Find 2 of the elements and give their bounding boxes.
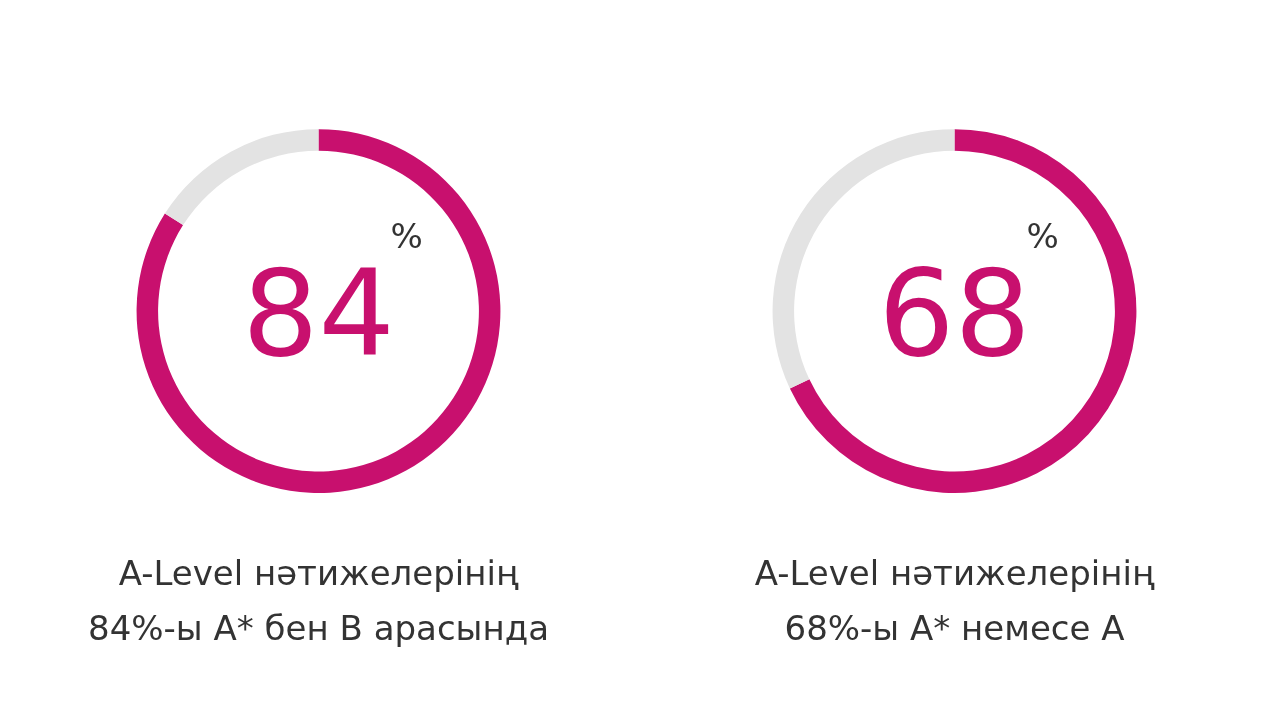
text: A-Level нәтижелерінің 84%-ы A* бен B арасында [88,553,549,649]
text: A-Level нәтижелерінің 68%-ы A* немесе A [754,553,1155,649]
